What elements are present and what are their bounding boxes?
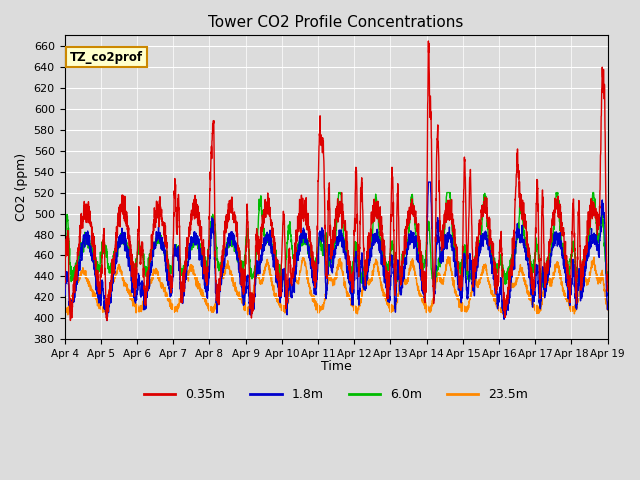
Legend: 0.35m, 1.8m, 6.0m, 23.5m: 0.35m, 1.8m, 6.0m, 23.5m	[139, 383, 533, 406]
X-axis label: Time: Time	[321, 360, 351, 373]
Title: Tower CO2 Profile Concentrations: Tower CO2 Profile Concentrations	[209, 15, 464, 30]
Text: TZ_co2prof: TZ_co2prof	[70, 50, 143, 63]
Y-axis label: CO2 (ppm): CO2 (ppm)	[15, 153, 28, 221]
